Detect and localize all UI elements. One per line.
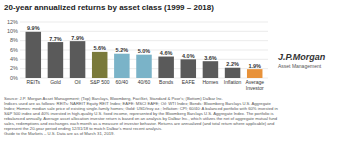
x-tick-label: Oil (75, 79, 81, 85)
x-tick-label-line: EAFE (182, 79, 196, 85)
data-label: 4.6% (160, 50, 173, 56)
logo-sub: Asset Management (278, 63, 322, 69)
bar (114, 54, 130, 78)
data-label: 1.9% (248, 63, 261, 69)
footer-line: Guide to the Markets – U.S. Data are as … (4, 131, 115, 136)
data-label: 5.2% (116, 47, 129, 53)
x-tick-label: 60/40 (116, 79, 129, 85)
bars (26, 32, 263, 78)
x-tick-label: 40/60 (138, 79, 151, 85)
data-label: 4.0% (182, 53, 195, 59)
data-label: 3.6% (204, 55, 217, 61)
title: 20-year annualized returns by asset clas… (4, 3, 214, 12)
y-tick-label: 6% (10, 47, 18, 53)
bar (92, 52, 108, 78)
y-tick-label: 12% (7, 19, 18, 25)
data-label: 7.7% (49, 36, 62, 42)
x-tick-label-line: Oil (75, 79, 81, 85)
x-tick-label-line: 40/60 (138, 79, 151, 85)
x-tick-label-line: 60/40 (116, 79, 129, 85)
bar (181, 59, 197, 78)
y-tick-label: 4% (10, 56, 18, 62)
x-tick-label: Inflation (224, 79, 242, 85)
y-tick-label: 8% (10, 37, 18, 43)
x-tick-label: Gold (50, 79, 61, 85)
data-label: 5.6% (93, 45, 106, 51)
y-tick-label: 2% (10, 65, 18, 71)
bar (48, 42, 64, 78)
x-tick-label: Bonds (159, 79, 174, 85)
footer: Source: J.P. Morgan Asset Management; (T… (4, 96, 278, 136)
x-tick-label: REITs (27, 79, 41, 85)
bar (70, 41, 86, 78)
x-tick-label: EAFE (182, 79, 196, 85)
logo: J.P.Morgan (278, 52, 326, 62)
bar (225, 68, 241, 78)
data-label: 2.2% (226, 61, 239, 67)
x-tick-label: S&P 500 (90, 79, 110, 85)
x-tick-label-line: S&P 500 (90, 79, 110, 85)
y-tick-label: 10% (7, 28, 18, 34)
data-label: 9.9% (27, 25, 40, 31)
grid-line (20, 31, 268, 32)
bar (158, 57, 174, 78)
bar (136, 55, 152, 78)
x-tick-label: AverageInvestor (245, 79, 264, 91)
x-tick-label: Homes (203, 79, 219, 85)
x-tick-label-line: Bonds (159, 79, 174, 85)
y-tick-label: 0% (10, 75, 18, 81)
x-tick-label-line: Inflation (224, 79, 242, 85)
chart: 20-year annualized returns by asset clas… (0, 0, 355, 142)
data-label: 7.9% (71, 35, 84, 41)
x-tick-label-line: Investor (246, 85, 264, 91)
data-label: 5.0% (138, 48, 151, 54)
bar (203, 61, 219, 78)
x-tick-label-line: REITs (27, 79, 41, 85)
bar (26, 32, 41, 78)
bar (247, 69, 263, 78)
x-tick-label-line: Homes (203, 79, 219, 85)
grid-line (20, 22, 268, 23)
x-tick-label-line: Gold (50, 79, 61, 85)
